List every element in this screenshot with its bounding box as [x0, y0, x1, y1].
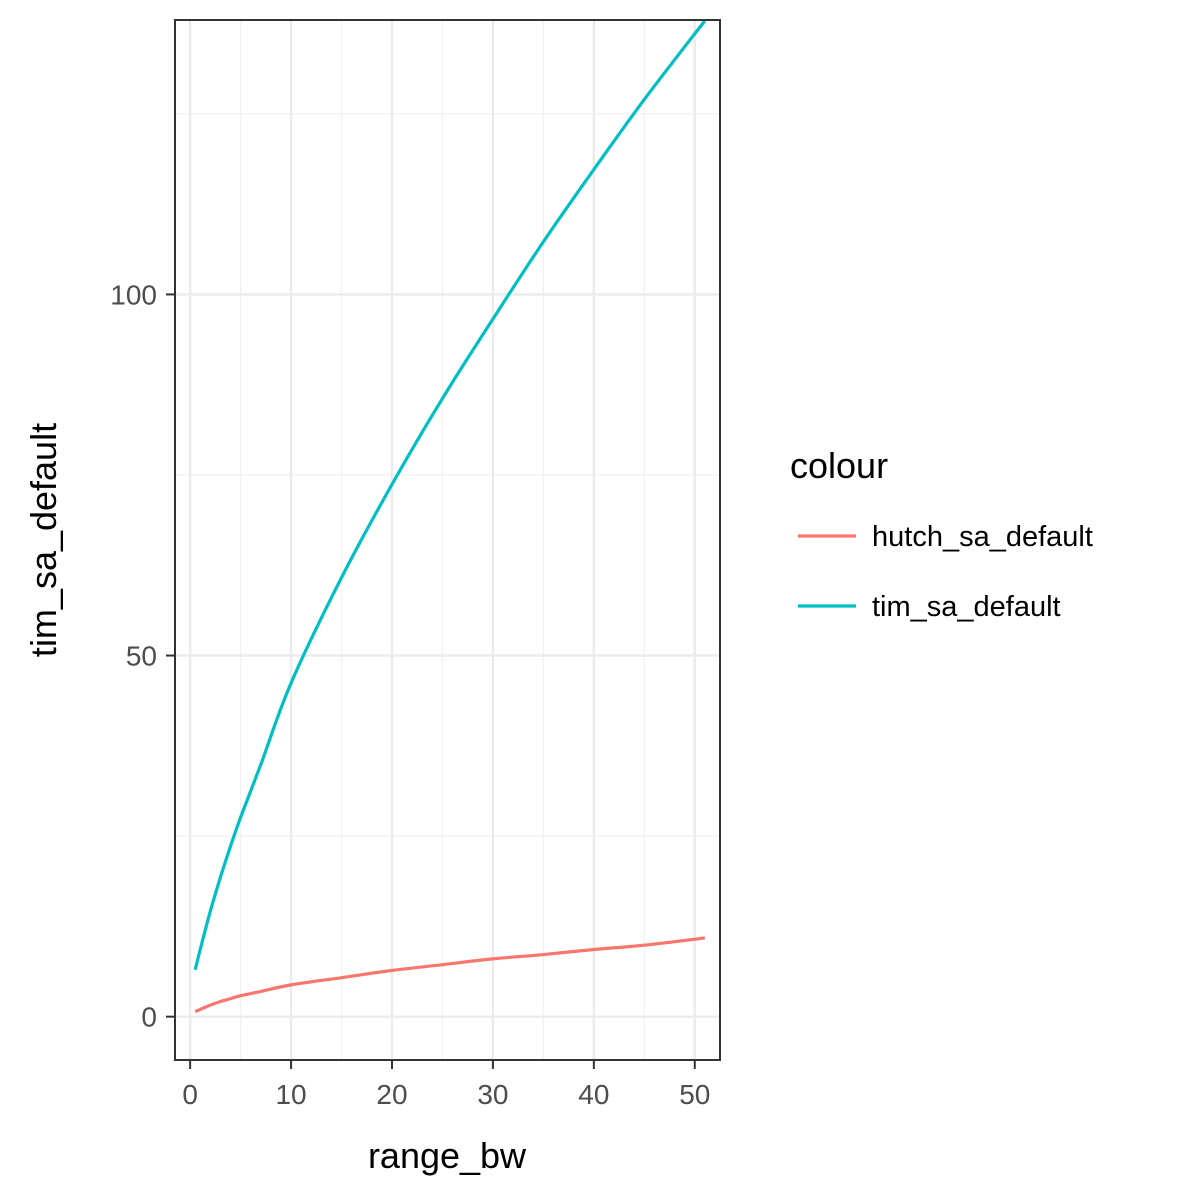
x-axis: 0 10 20 30 40 50: [182, 1060, 710, 1110]
x-tick-label: 50: [679, 1079, 710, 1110]
grid-minor: [175, 20, 720, 1060]
x-axis-title: range_bw: [368, 1135, 527, 1176]
grid-major: [175, 20, 720, 1060]
series-line-tim_sa_default: [193, 19, 707, 971]
x-tick-label: 0: [182, 1079, 198, 1110]
y-axis-title: tim_sa_default: [23, 423, 64, 657]
x-tick-label: 20: [376, 1079, 407, 1110]
panel-border: [174, 19, 721, 1061]
y-tick-label: 100: [110, 279, 157, 310]
series-layer: [193, 19, 707, 1014]
x-tick-label: 40: [578, 1079, 609, 1110]
legend-label: tim_sa_default: [872, 591, 1061, 623]
legend-items: hutch_sa_default tim_sa_default: [798, 521, 1093, 623]
legend-title: colour: [790, 445, 888, 486]
legend-item-tim_sa_default: tim_sa_default: [798, 591, 1061, 623]
legend-item-hutch_sa_default: hutch_sa_default: [798, 521, 1093, 553]
series-line-hutch_sa_default: [194, 936, 706, 1014]
y-tick-label: 0: [141, 1002, 157, 1033]
y-tick-label: 50: [126, 641, 157, 672]
x-tick-label: 30: [477, 1079, 508, 1110]
legend-label: hutch_sa_default: [872, 521, 1093, 553]
legend: colour hutch_sa_default tim_sa_default: [790, 445, 1093, 623]
x-tick-label: 10: [275, 1079, 306, 1110]
y-axis: 0 50 100: [110, 279, 175, 1033]
